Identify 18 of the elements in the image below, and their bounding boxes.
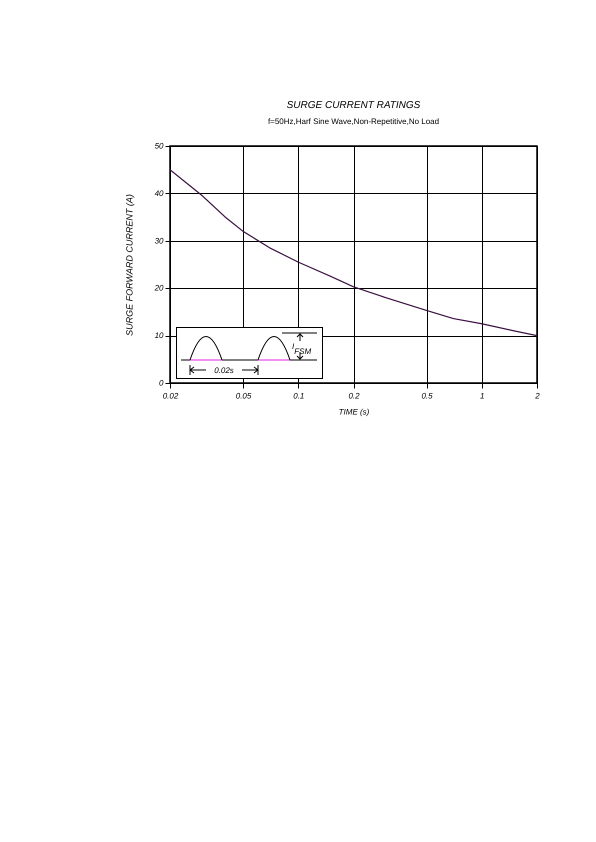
x-tick-label: 0.05 bbox=[236, 392, 252, 400]
x-tick-label: 0.1 bbox=[293, 392, 304, 400]
x-tick-label: 1 bbox=[480, 392, 484, 400]
y-tick-label: 40 bbox=[154, 188, 164, 198]
chart-title: SURGE CURRENT RATINGS bbox=[286, 100, 421, 111]
y-tick-label: 30 bbox=[154, 236, 164, 246]
y-axis-title: SURGE FORWARD CURRENT (A) bbox=[124, 194, 135, 336]
x-tick-label: 0.02 bbox=[162, 392, 179, 400]
x-tick-label: 2 bbox=[534, 392, 540, 400]
y-tick-label: 50 bbox=[154, 142, 164, 150]
x-tick-label: 0.5 bbox=[421, 392, 434, 400]
y-tick-label: 0 bbox=[159, 378, 164, 388]
x-axis-title: TIME (s) bbox=[338, 408, 370, 416]
chart-subtitle: f=50Hz,Harf Sine Wave,Non-Repetitive,No Load bbox=[268, 117, 440, 126]
x-tick-label: 0.2 bbox=[348, 392, 360, 400]
y-tick-label: 10 bbox=[154, 331, 164, 340]
annotation: 0.02s bbox=[214, 366, 234, 375]
y-tick-label: 20 bbox=[154, 284, 164, 293]
